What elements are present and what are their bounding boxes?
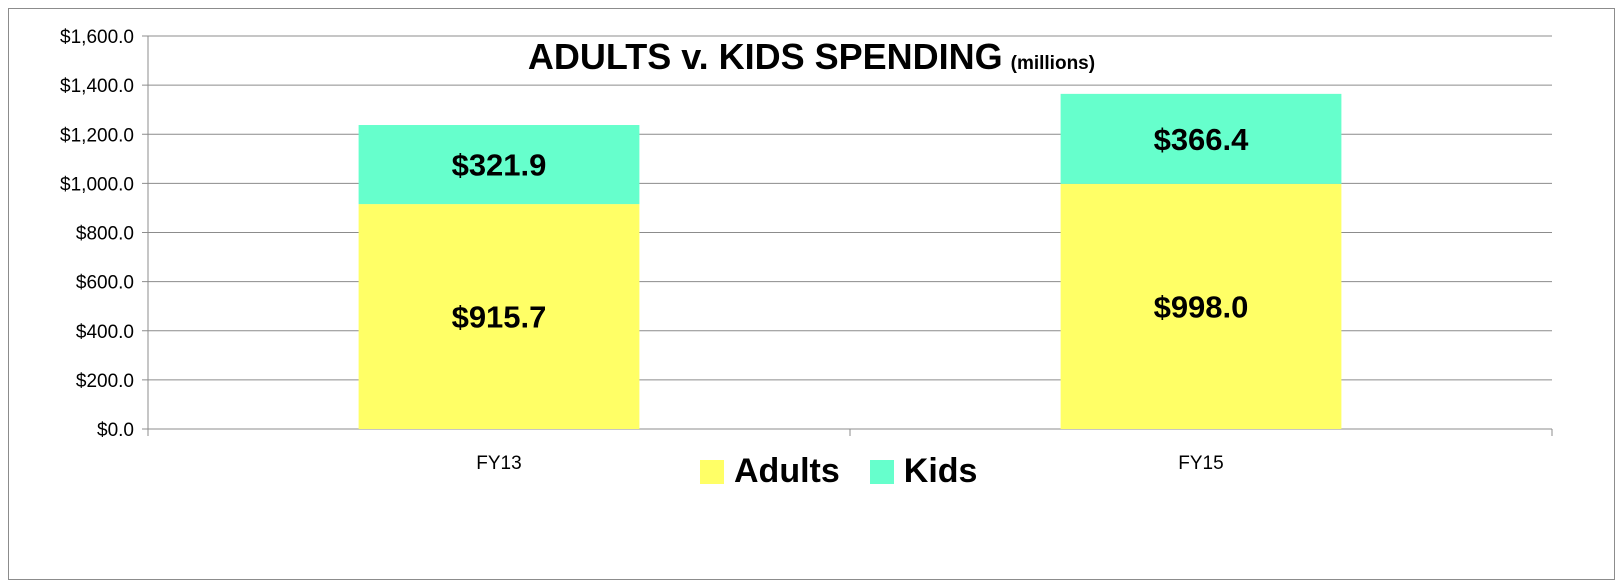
chart-frame	[8, 8, 1615, 580]
y-tick-label: $1,400.0	[60, 76, 134, 97]
y-tick-label: $1,600.0	[60, 27, 134, 48]
y-tick-label: $1,200.0	[60, 125, 134, 146]
bar-kids-fy15	[1060, 93, 1342, 184]
legend-swatch-kids	[869, 459, 894, 484]
legend-label-adults: Adults	[734, 452, 840, 490]
x-tick-label: FY15	[1178, 453, 1223, 474]
data-label: $366.4	[1154, 122, 1250, 157]
y-tick-label: $1,000.0	[60, 174, 134, 195]
legend-item-adults: Adults	[700, 452, 840, 491]
bar-adults-fy13	[358, 204, 640, 429]
data-label: $915.7	[452, 300, 547, 335]
data-label: $998.0	[1154, 289, 1249, 324]
y-tick-label: $800.0	[76, 224, 134, 245]
y-tick-label: $0.0	[97, 420, 134, 441]
bar-adults-fy15	[1060, 183, 1342, 429]
x-tick-label: FY13	[476, 453, 521, 474]
y-tick-label: $400.0	[76, 322, 134, 343]
legend-swatch-adults	[700, 459, 724, 484]
chart-legend: Adults Kids	[700, 452, 1007, 491]
bar-kids-fy13	[358, 125, 640, 205]
y-tick-label: $600.0	[76, 273, 134, 294]
y-tick-label: $200.0	[76, 371, 134, 392]
data-label: $321.9	[452, 148, 547, 183]
legend-item-kids: Kids	[869, 452, 978, 491]
legend-label-kids: Kids	[903, 452, 978, 490]
